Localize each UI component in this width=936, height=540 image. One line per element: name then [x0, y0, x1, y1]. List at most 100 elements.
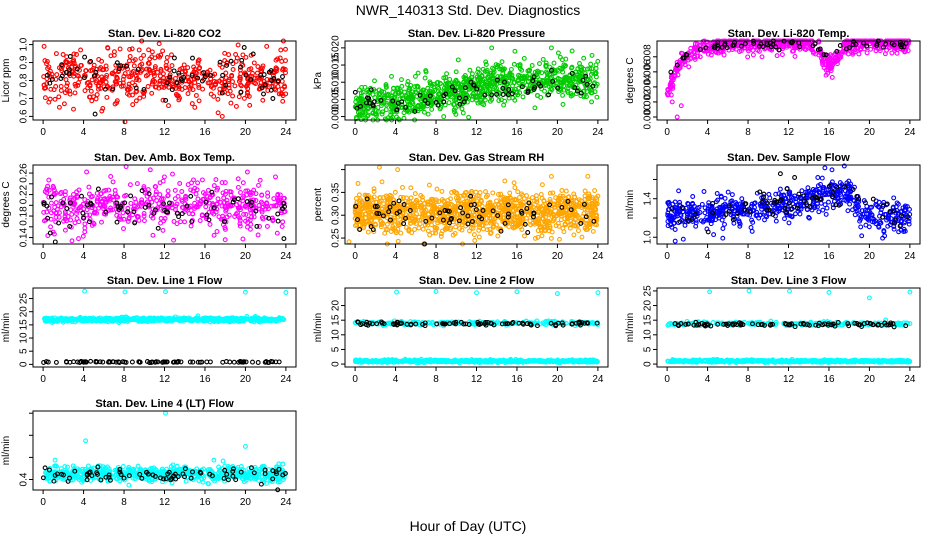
- data-point: [240, 236, 246, 242]
- data-point: [76, 236, 81, 242]
- data-point: [228, 100, 234, 106]
- data-point: [441, 75, 447, 81]
- data-point: [127, 182, 133, 188]
- data-point: [515, 189, 521, 195]
- data-point: [548, 173, 554, 179]
- data-point: [571, 232, 577, 238]
- y-tick-label: 0.35: [331, 182, 342, 202]
- data-point: [83, 68, 89, 74]
- data-point: [483, 189, 488, 195]
- data-point: [711, 232, 717, 238]
- data-point: [188, 208, 194, 213]
- data-point: [395, 167, 401, 173]
- data-point: [686, 64, 692, 70]
- data-point: [258, 72, 264, 78]
- data-point: [222, 50, 228, 56]
- data-point: [274, 230, 280, 236]
- data-point: [164, 65, 169, 71]
- data-point: [114, 60, 120, 66]
- y-tick-label: 0.9: [19, 55, 30, 69]
- data-point: [560, 92, 566, 98]
- data-point: [92, 111, 98, 117]
- data-point: [160, 178, 166, 184]
- data-point: [376, 164, 382, 170]
- data-point: [64, 88, 70, 93]
- data-point: [137, 63, 143, 68]
- x-tick-label: 12: [783, 251, 795, 262]
- data-point: [78, 63, 84, 68]
- data-point: [176, 70, 182, 76]
- x-tick-label: 24: [904, 251, 916, 262]
- data-point: [108, 53, 114, 59]
- data-point: [399, 77, 404, 83]
- data-point: [171, 219, 177, 224]
- data-point: [128, 200, 134, 206]
- data-point: [111, 49, 117, 55]
- data-point: [779, 52, 785, 58]
- x-tick-label: 12: [159, 251, 171, 262]
- data-point: [158, 66, 164, 72]
- data-point: [213, 177, 219, 183]
- data-point: [823, 211, 829, 217]
- data-point: [453, 69, 459, 75]
- data-point: [124, 86, 130, 92]
- figure-x-label: Hour of Day (UTC): [410, 518, 527, 534]
- data-point: [527, 218, 533, 224]
- data-point: [537, 61, 542, 67]
- data-point: [169, 63, 175, 69]
- data-point: [99, 108, 105, 114]
- data-point: [453, 224, 459, 230]
- data-point: [459, 106, 465, 112]
- data-point: [257, 177, 263, 183]
- data-point: [138, 55, 144, 61]
- data-point: [441, 114, 447, 120]
- panel-y-label: degrees C: [625, 57, 636, 103]
- data-point: [820, 207, 826, 213]
- data-point: [186, 79, 192, 85]
- data-point: [117, 46, 123, 52]
- data-point: [140, 67, 146, 73]
- data-point: [484, 215, 490, 221]
- data-point: [132, 82, 138, 88]
- data-point: [60, 63, 66, 69]
- y-tick-label: 0.25: [331, 228, 342, 248]
- data-point: [64, 206, 70, 211]
- data-point: [196, 85, 202, 90]
- data-point: [238, 190, 243, 195]
- data-point: [678, 103, 684, 109]
- x-tick-label: 20: [864, 127, 876, 138]
- data-point: [150, 79, 156, 85]
- data-point: [762, 217, 767, 223]
- data-point: [891, 195, 897, 201]
- data-point: [238, 89, 244, 95]
- data-point: [559, 188, 565, 193]
- data-point: [275, 56, 280, 62]
- data-point: [156, 41, 162, 47]
- data-point: [157, 78, 163, 84]
- data-point: [252, 75, 258, 81]
- data-point: [275, 78, 281, 84]
- data-point: [59, 62, 65, 68]
- data-point: [146, 47, 152, 53]
- data-point: [78, 47, 84, 53]
- data-point: [188, 193, 194, 199]
- data-point: [195, 58, 201, 64]
- x-tick-label: 12: [471, 251, 483, 262]
- data-point: [251, 214, 257, 220]
- data-point: [44, 61, 49, 67]
- data-point: [62, 227, 68, 233]
- data-point: [224, 62, 230, 68]
- data-point: [247, 102, 253, 108]
- data-point: [141, 218, 147, 224]
- data-point: [207, 67, 213, 73]
- data-point: [41, 43, 47, 49]
- data-point: [829, 167, 835, 173]
- data-point: [143, 73, 149, 79]
- data-point: [793, 211, 798, 217]
- data-point: [261, 91, 266, 97]
- data-point: [146, 66, 152, 72]
- data-point: [353, 116, 359, 122]
- data-point: [155, 53, 161, 59]
- data-point: [594, 94, 600, 100]
